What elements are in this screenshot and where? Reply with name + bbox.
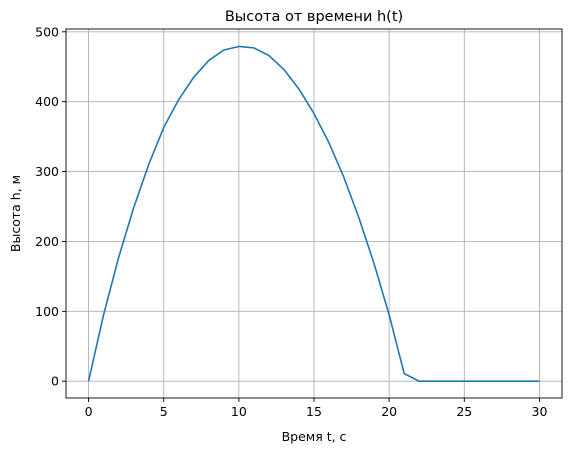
height-series-line bbox=[87, 45, 540, 383]
x-tick-label: 15 bbox=[306, 404, 322, 419]
x-axis: 0 5 10 15 20 25 30 bbox=[85, 398, 548, 419]
y-tick-label: 400 bbox=[35, 94, 59, 109]
y-tick-label: 0 bbox=[51, 374, 59, 389]
y-tick-label: 500 bbox=[35, 24, 59, 39]
x-tick-label: 25 bbox=[456, 404, 472, 419]
x-tick-label: 0 bbox=[85, 404, 93, 419]
y-axis-label: Высота h, м bbox=[8, 175, 23, 252]
y-tick-label: 200 bbox=[35, 234, 59, 249]
y-tick-label: 100 bbox=[35, 304, 59, 319]
chart-title: Высота от времени h(t) bbox=[225, 9, 403, 25]
x-tick-label: 30 bbox=[532, 404, 548, 419]
y-tick-label: 300 bbox=[35, 164, 59, 179]
x-axis-label: Время t, с bbox=[282, 429, 347, 444]
series-layer bbox=[87, 45, 540, 383]
x-tick-label: 20 bbox=[381, 404, 397, 419]
x-tick-label: 10 bbox=[231, 404, 247, 419]
grid bbox=[66, 29, 562, 398]
x-tick-label: 5 bbox=[160, 404, 168, 419]
y-axis: 0 100 200 300 400 500 bbox=[35, 24, 66, 389]
